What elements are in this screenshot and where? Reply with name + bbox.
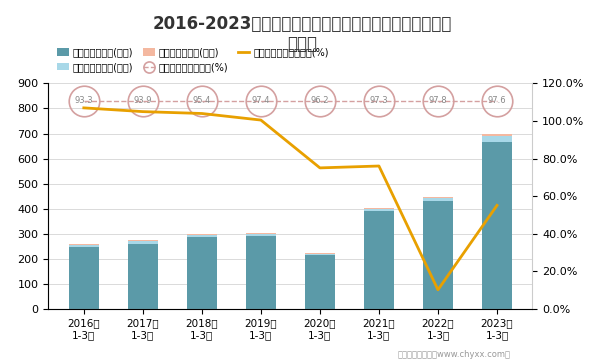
Bar xyxy=(69,247,99,309)
Bar xyxy=(128,241,157,244)
Bar xyxy=(246,233,276,236)
Text: 97.6: 97.6 xyxy=(488,97,506,106)
固定资产投资实绩增速(%) xyxy=(80,106,88,110)
Bar xyxy=(424,197,453,198)
Text: 93.9: 93.9 xyxy=(134,97,152,106)
Text: 制图：智研咨询（www.chyxx.com）: 制图：智研咨询（www.chyxx.com） xyxy=(397,350,510,359)
Bar xyxy=(364,208,394,211)
Legend: 公路建设完成额(亿元), 水路建设完成额(亿元), 其他建设完成额(亿元), 公路建设占投资比重(%), 固定资产投资实绩增速(%): 公路建设完成额(亿元), 水路建设完成额(亿元), 其他建设完成额(亿元), 公… xyxy=(53,43,333,76)
Bar xyxy=(246,236,276,309)
Bar xyxy=(128,240,157,241)
Text: 96.2: 96.2 xyxy=(310,97,329,106)
Bar xyxy=(128,244,157,309)
Line: 固定资产投资实绩增速(%): 固定资产投资实绩增速(%) xyxy=(84,108,497,290)
Text: 93.3: 93.3 xyxy=(74,97,93,106)
固定资产投资实绩增速(%) xyxy=(434,287,442,292)
Text: 97.4: 97.4 xyxy=(252,97,270,106)
固定资产投资实绩增速(%) xyxy=(257,118,264,122)
固定资产投资实绩增速(%) xyxy=(493,203,500,208)
Bar xyxy=(305,253,335,255)
Bar xyxy=(482,134,512,136)
Text: 95.4: 95.4 xyxy=(192,97,211,106)
固定资产投资实绩增速(%) xyxy=(316,166,324,170)
Bar xyxy=(187,237,217,309)
Bar xyxy=(482,142,512,309)
固定资产投资实绩增速(%) xyxy=(198,111,206,116)
Bar xyxy=(424,198,453,201)
Bar xyxy=(305,255,335,309)
Bar xyxy=(364,211,394,309)
固定资产投资实绩增速(%) xyxy=(139,110,146,114)
Bar xyxy=(69,244,99,245)
Text: 97.8: 97.8 xyxy=(429,97,447,106)
Bar xyxy=(187,234,217,235)
Text: 2016-2023年四川省公路水路交通固定资产投资完成情况
统计图: 2016-2023年四川省公路水路交通固定资产投资完成情况 统计图 xyxy=(153,15,452,53)
Bar xyxy=(424,201,453,309)
Bar xyxy=(482,136,512,142)
Bar xyxy=(69,245,99,247)
固定资产投资实绩增速(%) xyxy=(375,164,382,168)
Bar xyxy=(187,235,217,237)
Text: 97.3: 97.3 xyxy=(370,97,388,106)
